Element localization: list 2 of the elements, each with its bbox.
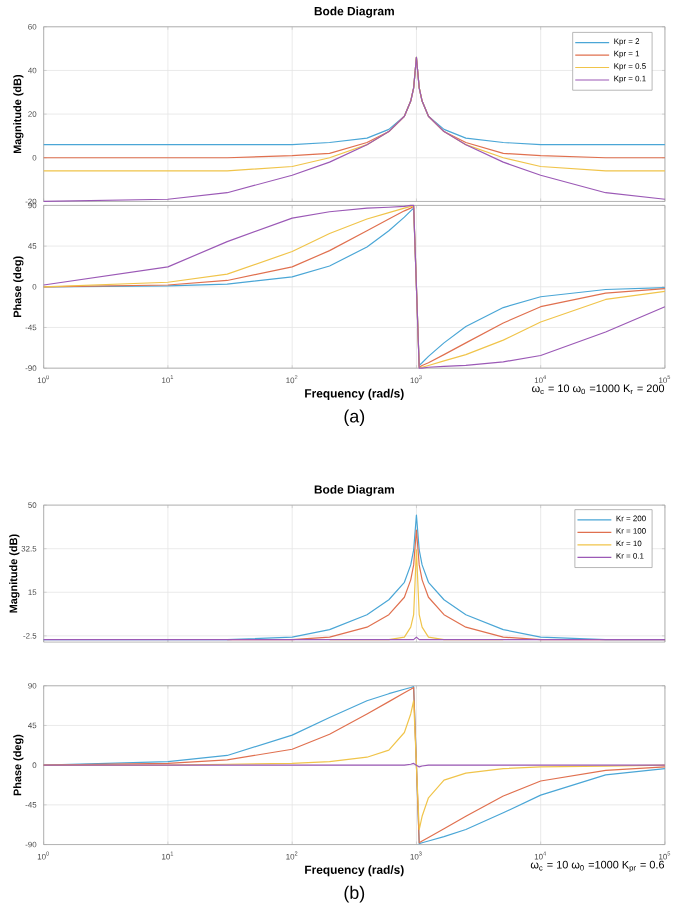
text: (a) bbox=[344, 409, 365, 427]
text: (b) bbox=[344, 885, 365, 903]
